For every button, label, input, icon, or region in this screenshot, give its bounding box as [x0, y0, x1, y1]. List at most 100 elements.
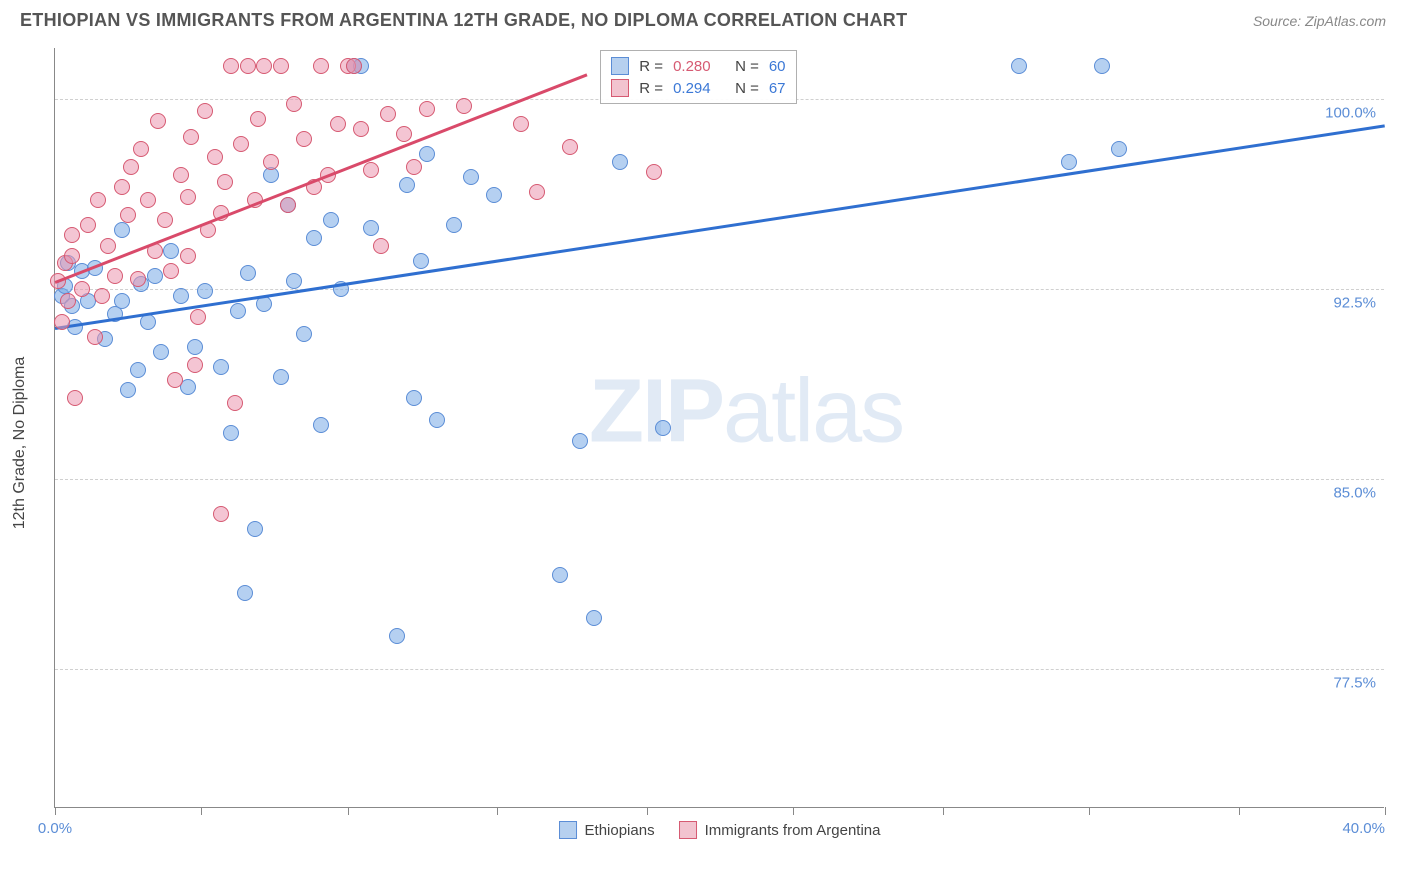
scatter-point: [529, 184, 545, 200]
stat-n-value: 67: [769, 80, 786, 97]
scatter-point: [67, 390, 83, 406]
x-tick: [793, 807, 794, 815]
watermark: ZIPatlas: [589, 361, 903, 464]
scatter-point: [1111, 141, 1127, 157]
scatter-point: [233, 136, 249, 152]
legend-item: Immigrants from Argentina: [679, 821, 881, 839]
scatter-point: [213, 506, 229, 522]
stats-row: R =0.294N =67: [611, 77, 785, 99]
scatter-point: [183, 129, 199, 145]
scatter-point: [87, 329, 103, 345]
scatter-point: [180, 248, 196, 264]
legend-swatch: [611, 79, 629, 97]
scatter-point: [552, 567, 568, 583]
scatter-point: [513, 116, 529, 132]
scatter-point: [446, 217, 462, 233]
scatter-point: [247, 521, 263, 537]
scatter-point: [250, 111, 266, 127]
scatter-point: [240, 265, 256, 281]
scatter-point: [120, 207, 136, 223]
scatter-point: [153, 344, 169, 360]
chart-title: ETHIOPIAN VS IMMIGRANTS FROM ARGENTINA 1…: [20, 10, 907, 31]
scatter-point: [197, 283, 213, 299]
stat-n-value: 60: [769, 58, 786, 75]
scatter-point: [237, 585, 253, 601]
scatter-point: [273, 58, 289, 74]
scatter-point: [140, 192, 156, 208]
stat-n-label: N =: [735, 58, 759, 75]
plot-area: ZIPatlas 77.5%85.0%92.5%100.0%0.0%40.0%R…: [54, 48, 1384, 808]
scatter-point: [313, 417, 329, 433]
scatter-point: [406, 159, 422, 175]
scatter-point: [1011, 58, 1027, 74]
source-attribution: Source: ZipAtlas.com: [1253, 13, 1386, 29]
scatter-point: [1061, 154, 1077, 170]
scatter-point: [612, 154, 628, 170]
stat-r-label: R =: [639, 58, 663, 75]
x-tick: [55, 807, 56, 815]
x-tick: [348, 807, 349, 815]
scatter-point: [163, 263, 179, 279]
scatter-point: [167, 372, 183, 388]
scatter-point: [187, 357, 203, 373]
scatter-point: [256, 58, 272, 74]
scatter-point: [373, 238, 389, 254]
legend: Ethiopians Immigrants from Argentina: [559, 821, 881, 839]
scatter-point: [207, 149, 223, 165]
scatter-point: [64, 227, 80, 243]
gridline: [55, 479, 1384, 480]
scatter-point: [463, 169, 479, 185]
scatter-point: [646, 164, 662, 180]
scatter-point: [456, 98, 472, 114]
scatter-point: [230, 303, 246, 319]
scatter-point: [313, 58, 329, 74]
gridline: [55, 289, 1384, 290]
scatter-point: [280, 197, 296, 213]
scatter-point: [114, 179, 130, 195]
scatter-point: [396, 126, 412, 142]
scatter-point: [263, 154, 279, 170]
x-tick: [1239, 807, 1240, 815]
scatter-point: [296, 131, 312, 147]
scatter-point: [346, 58, 362, 74]
x-tick-label-end: 40.0%: [1342, 820, 1385, 837]
scatter-point: [323, 212, 339, 228]
x-tick: [1089, 807, 1090, 815]
scatter-point: [133, 141, 149, 157]
scatter-point: [213, 359, 229, 375]
scatter-point: [130, 362, 146, 378]
scatter-point: [330, 116, 346, 132]
scatter-point: [419, 146, 435, 162]
x-tick: [1385, 807, 1386, 815]
x-tick: [943, 807, 944, 815]
scatter-point: [223, 58, 239, 74]
x-tick: [201, 807, 202, 815]
stats-box: R =0.280N =60R =0.294N =67: [600, 50, 796, 104]
stat-r-label: R =: [639, 80, 663, 97]
scatter-point: [150, 113, 166, 129]
legend-swatch: [559, 821, 577, 839]
scatter-point: [107, 268, 123, 284]
scatter-point: [114, 293, 130, 309]
scatter-point: [227, 395, 243, 411]
scatter-point: [655, 420, 671, 436]
scatter-point: [100, 238, 116, 254]
scatter-point: [74, 281, 90, 297]
scatter-point: [1094, 58, 1110, 74]
y-tick-label: 85.0%: [1333, 484, 1376, 501]
scatter-point: [123, 159, 139, 175]
scatter-point: [60, 293, 76, 309]
y-tick-label: 100.0%: [1325, 104, 1376, 121]
legend-label: Ethiopians: [585, 822, 655, 839]
scatter-point: [363, 220, 379, 236]
trendline: [55, 73, 588, 283]
scatter-point: [486, 187, 502, 203]
y-axis-label: 12th Grade, No Diploma: [11, 357, 29, 530]
scatter-point: [273, 369, 289, 385]
chart-container: 12th Grade, No Diploma ZIPatlas 77.5%85.…: [48, 48, 1388, 838]
scatter-point: [163, 243, 179, 259]
legend-label: Immigrants from Argentina: [705, 822, 881, 839]
legend-item: Ethiopians: [559, 821, 655, 839]
scatter-point: [353, 121, 369, 137]
scatter-point: [190, 309, 206, 325]
